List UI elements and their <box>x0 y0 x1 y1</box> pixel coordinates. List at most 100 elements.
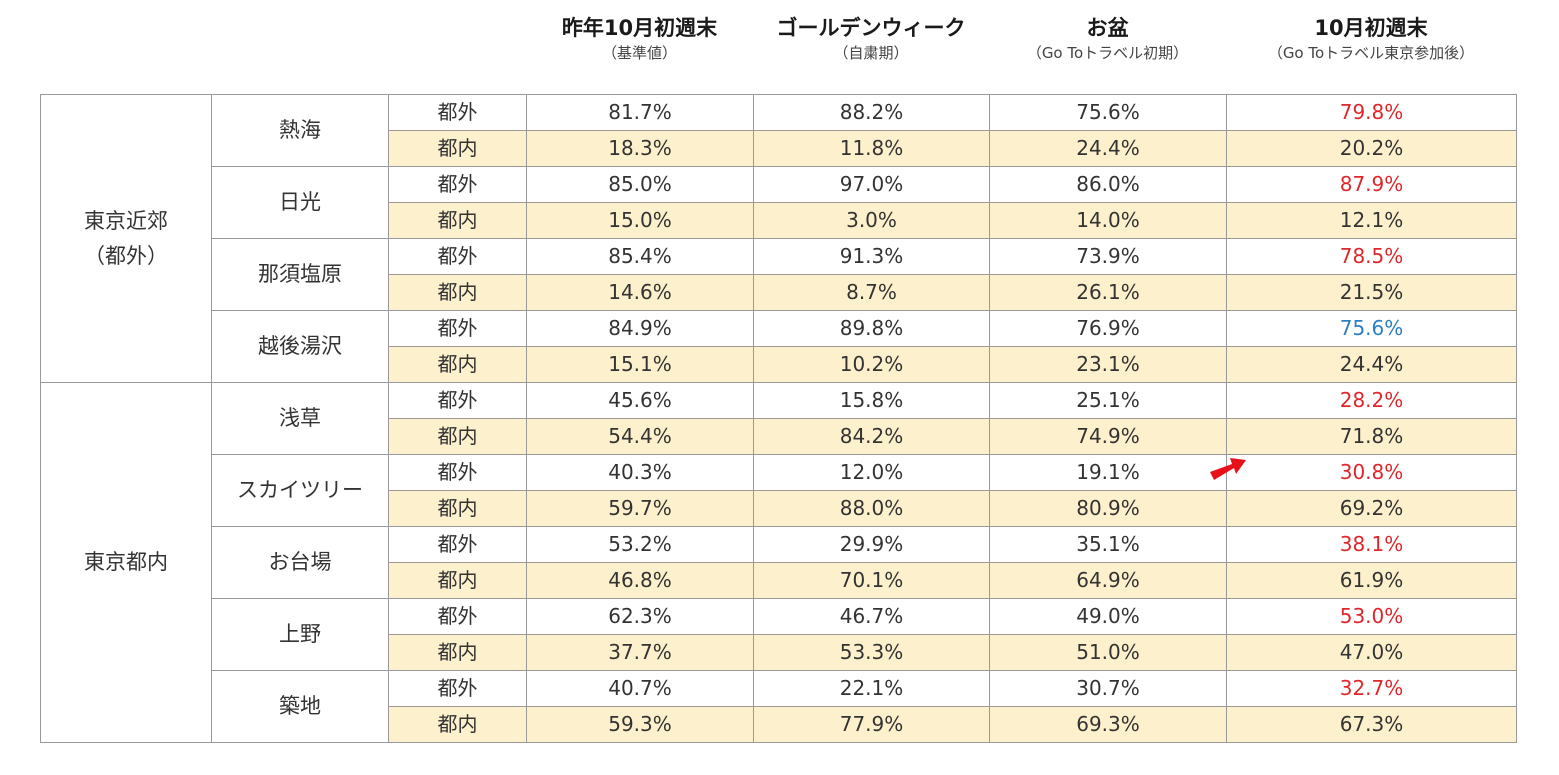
percentage-value: 80.9% <box>989 490 1227 527</box>
percentage-value: 15.8% <box>753 382 990 419</box>
visitor-type-label: 都外 <box>388 598 527 635</box>
percentage-value: 69.3% <box>989 706 1227 743</box>
percentage-value: 70.1% <box>753 562 990 599</box>
table-row: お台場 都外 53.2% 29.9% 35.1% 38.1% <box>41 526 1517 599</box>
percentage-value: 25.1% <box>989 382 1227 419</box>
percentage-value: 47.0% <box>1226 634 1517 671</box>
visitor-type-label: 都内 <box>388 634 527 671</box>
region-cell: 東京都内 <box>40 382 212 743</box>
table-row: 都内 15.0% 3.0% 14.0% 12.1% <box>41 202 1517 239</box>
percentage-value: 38.1% <box>1226 526 1517 563</box>
percentage-value: 20.2% <box>1226 130 1517 167</box>
visitor-type-label: 都内 <box>388 706 527 743</box>
percentage-value: 46.7% <box>753 598 990 635</box>
percentage-value: 69.2% <box>1226 490 1517 527</box>
table-row: 上野 都外 62.3% 46.7% 49.0% 53.0% <box>41 598 1517 671</box>
percentage-value: 11.8% <box>753 130 990 167</box>
visitor-type-label: 都内 <box>388 418 527 455</box>
table-row: 東京都内 浅草 都外 45.6% 15.8% 25.1% 28.2% <box>40 382 1517 743</box>
location-name: スカイツリー <box>211 454 389 527</box>
percentage-value: 53.2% <box>526 526 754 563</box>
visitor-type-label: 都内 <box>388 130 527 167</box>
visitor-type-label: 都外 <box>388 310 527 347</box>
visitor-type-label: 都外 <box>388 94 527 131</box>
percentage-value: 21.5% <box>1226 274 1517 311</box>
column-header-obon: お盆 （Go Toトラベル初期） <box>989 14 1226 64</box>
table-row: 築地 都外 40.7% 22.1% 30.7% 32.7% <box>41 670 1517 743</box>
percentage-value: 46.8% <box>526 562 754 599</box>
percentage-value: 78.5% <box>1226 238 1517 275</box>
percentage-value: 12.0% <box>753 454 990 491</box>
visitor-origin-table: 東京近郊 （都外） 熱海 都外 81.7% 88.2% 75.6% 79.8% 都内 18.3% 1… <box>40 94 1517 743</box>
percentage-value: 26.1% <box>989 274 1227 311</box>
percentage-value: 23.1% <box>989 346 1227 383</box>
visitor-type-label: 都外 <box>388 454 527 491</box>
table-row: スカイツリー 都外 40.3% 12.0% 19.1% 30.8% <box>41 454 1517 527</box>
percentage-value: 35.1% <box>989 526 1227 563</box>
table-body: 東京近郊 （都外） 熱海 都外 81.7% 88.2% 75.6% 79.8% 都内 18.3% 1… <box>40 94 1517 743</box>
percentage-value: 71.8% <box>1226 418 1517 455</box>
percentage-value: 61.9% <box>1226 562 1517 599</box>
percentage-value: 15.1% <box>526 346 754 383</box>
percentage-value: 24.4% <box>989 130 1227 167</box>
percentage-value: 29.9% <box>753 526 990 563</box>
percentage-value: 37.7% <box>526 634 754 671</box>
column-header-subtitle: （基準値） <box>601 44 677 62</box>
region-cell: 東京近郊 （都外） <box>40 94 212 383</box>
percentage-value: 87.9% <box>1226 166 1517 203</box>
visitor-type-label: 都外 <box>388 526 527 563</box>
percentage-value: 14.6% <box>526 274 754 311</box>
location-name: 越後湯沢 <box>211 310 389 383</box>
region-name: 東京近郊 <box>84 208 168 233</box>
column-header-this-october: 10月初週末 （Go Toトラベル東京参加後） <box>1226 14 1516 64</box>
visitor-type-label: 都外 <box>388 238 527 275</box>
percentage-value: 75.6% <box>1226 310 1517 347</box>
percentage-value: 53.0% <box>1226 598 1517 635</box>
percentage-value: 14.0% <box>989 202 1227 239</box>
location-name: 熱海 <box>211 94 389 167</box>
percentage-value: 8.7% <box>753 274 990 311</box>
column-header-title: ゴールデンウィーク <box>776 16 966 40</box>
location-name: 那須塩原 <box>211 238 389 311</box>
percentage-value: 62.3% <box>526 598 754 635</box>
visitor-type-label: 都外 <box>388 670 527 707</box>
percentage-value: 84.2% <box>753 418 990 455</box>
visitor-type-label: 都内 <box>388 274 527 311</box>
percentage-value: 86.0% <box>989 166 1227 203</box>
percentage-value: 24.4% <box>1226 346 1517 383</box>
percentage-value: 19.1% <box>989 454 1227 491</box>
percentage-value: 45.6% <box>526 382 754 419</box>
percentage-value: 76.9% <box>989 310 1227 347</box>
column-header-last-year-october: 昨年10月初週末 （基準値） <box>526 14 753 64</box>
column-header-golden-week: ゴールデンウィーク （自粛期） <box>753 14 989 64</box>
table-row: 東京近郊 （都外） 熱海 都外 81.7% 88.2% 75.6% 79.8% <box>40 94 1517 383</box>
percentage-value: 75.6% <box>989 94 1227 131</box>
percentage-value: 77.9% <box>753 706 990 743</box>
red-arrow-icon <box>1210 458 1246 480</box>
percentage-value: 53.3% <box>753 634 990 671</box>
percentage-value: 22.1% <box>753 670 990 707</box>
percentage-value: 67.3% <box>1226 706 1517 743</box>
percentage-value: 18.3% <box>526 130 754 167</box>
percentage-value: 79.8% <box>1226 94 1517 131</box>
column-header-title: 10月初週末 <box>1314 16 1428 40</box>
percentage-value: 88.0% <box>753 490 990 527</box>
percentage-value: 64.9% <box>989 562 1227 599</box>
column-header-title: お盆 <box>1086 16 1129 40</box>
percentage-value: 97.0% <box>753 166 990 203</box>
region-qualifier: （都外） <box>84 243 168 268</box>
location-name: 日光 <box>211 166 389 239</box>
table-row: 越後湯沢 都外 84.9% 89.8% 76.9% 75.6% <box>41 310 1517 383</box>
visitor-type-label: 都外 <box>388 166 527 203</box>
table-row: 都内 46.8% 70.1% 64.9% 61.9% <box>41 562 1517 599</box>
percentage-value: 12.1% <box>1226 202 1517 239</box>
percentage-value: 54.4% <box>526 418 754 455</box>
column-header-subtitle: （自粛期） <box>833 44 909 62</box>
percentage-value: 10.2% <box>753 346 990 383</box>
arrow-shape <box>1210 458 1246 480</box>
percentage-value: 51.0% <box>989 634 1227 671</box>
column-header-title: 昨年10月初週末 <box>561 16 718 40</box>
percentage-value: 74.9% <box>989 418 1227 455</box>
visitor-type-label: 都内 <box>388 202 527 239</box>
percentage-value: 30.7% <box>989 670 1227 707</box>
